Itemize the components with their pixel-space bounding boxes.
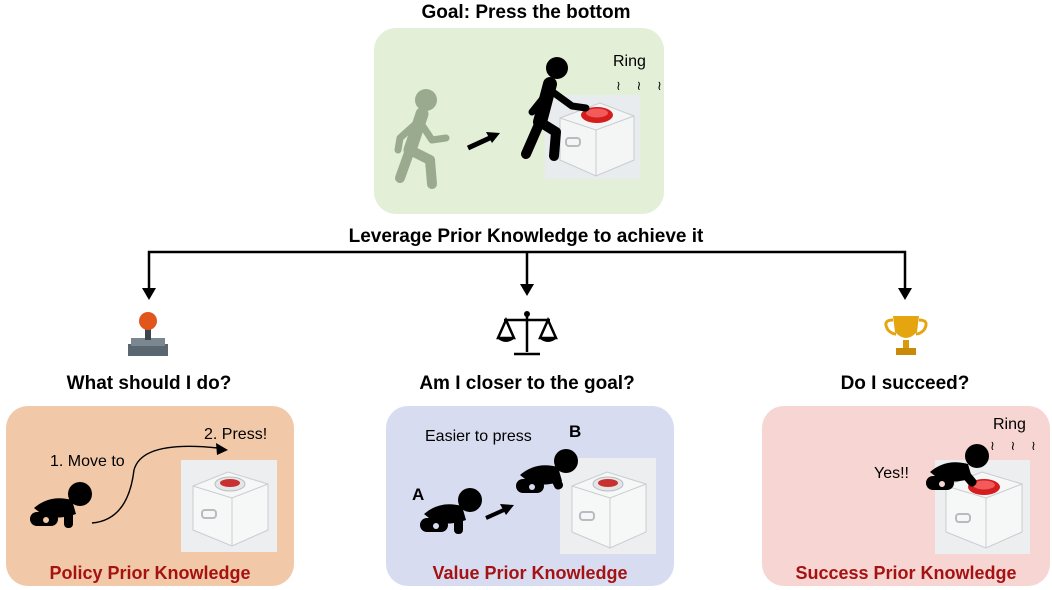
success-footer: Success Prior Knowledge [762,563,1050,584]
success-exclaim: Yes!! [874,465,909,483]
success-ring-marks: ≀ ≀ ≀ [990,438,1042,454]
success-ring-label: Ring [993,416,1026,434]
